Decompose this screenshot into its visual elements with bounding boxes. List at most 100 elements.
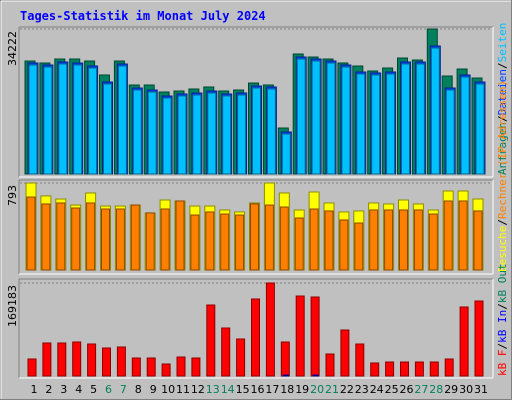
bar [430, 47, 440, 175]
legend-entry: Anfragen [496, 122, 509, 175]
bar [475, 83, 485, 175]
bar [191, 357, 201, 377]
legend-separator: / [496, 219, 509, 226]
x-tick-label: 19 [295, 383, 309, 396]
bar [266, 88, 276, 175]
bar [207, 92, 217, 175]
bar [28, 64, 38, 175]
bar [326, 62, 336, 175]
x-tick-label: 7 [120, 383, 127, 396]
x-tick-label: 4 [75, 383, 82, 396]
bar [131, 357, 141, 377]
bar [101, 208, 110, 271]
bar [190, 214, 200, 271]
bar [26, 196, 36, 271]
bar [413, 209, 423, 271]
bar [443, 200, 453, 271]
x-tick-label: 9 [150, 383, 157, 396]
bar [42, 342, 52, 377]
bar [429, 361, 439, 377]
bar [340, 329, 350, 377]
bar [399, 209, 408, 271]
legend: Anfragen/Dateien/Seiten [496, 23, 509, 175]
x-tick-label: 29 [444, 383, 458, 396]
x-tick-label: 11 [176, 383, 190, 396]
bar [341, 66, 351, 175]
x-tick-label: 23 [355, 383, 369, 396]
y-tick-label: 793 [6, 185, 19, 206]
x-tick-label: 28 [429, 383, 443, 396]
bar [384, 209, 394, 271]
x-tick-label: 22 [340, 383, 354, 396]
bar [27, 358, 37, 377]
bar [116, 346, 126, 377]
x-tick-label: 20 [310, 383, 324, 396]
bar [235, 214, 245, 271]
bar [444, 358, 454, 377]
bar [220, 213, 230, 271]
bar [414, 361, 424, 377]
bar [236, 338, 246, 377]
bar [222, 95, 232, 175]
bar [415, 63, 425, 175]
bar [459, 306, 469, 377]
y-tick-label: 34222 [6, 31, 19, 66]
x-tick-label: 26 [400, 383, 414, 396]
bar [324, 210, 334, 271]
bar [146, 357, 156, 377]
bar [325, 353, 335, 377]
legend-separator: / [496, 62, 509, 69]
legend: Besuche/Rechner (IP-Adressen) [496, 80, 509, 272]
bar [264, 204, 274, 271]
x-tick-label: 14 [221, 383, 235, 396]
bar [474, 300, 484, 377]
legend-separator: / [496, 115, 509, 122]
bar [445, 89, 455, 175]
x-tick-label: 13 [206, 383, 220, 396]
bar [354, 222, 364, 271]
bar [251, 298, 260, 377]
legend-entry: kB F [496, 350, 509, 377]
bar [147, 91, 157, 175]
x-tick-label: 3 [60, 383, 67, 396]
bar [356, 73, 366, 175]
bar [192, 94, 202, 175]
bar [130, 204, 140, 271]
bar [371, 74, 381, 175]
bar [175, 200, 185, 271]
bar [132, 89, 142, 175]
legend-entry: Besuche [496, 226, 509, 272]
bar [102, 347, 111, 377]
x-tick-label: 17 [265, 383, 279, 396]
bar [281, 133, 291, 175]
x-tick-label: 30 [459, 383, 473, 396]
bar [205, 211, 215, 271]
x-tick-label: 25 [385, 383, 399, 396]
legend-entry: kB In [496, 310, 509, 343]
x-tick-label: 8 [135, 383, 142, 396]
bar [265, 282, 275, 377]
bar [221, 327, 231, 377]
bar [176, 356, 186, 377]
bar [103, 83, 112, 175]
bar [370, 362, 380, 377]
bar [296, 58, 306, 175]
bar [401, 63, 410, 175]
bar [310, 296, 320, 377]
x-tick-label: 10 [161, 383, 175, 396]
x-tick-label: 18 [280, 383, 294, 396]
bar [279, 206, 289, 271]
bar [400, 361, 409, 377]
bar [428, 213, 438, 271]
bar [385, 361, 395, 377]
bar [386, 73, 396, 175]
bar [460, 76, 470, 175]
bar [339, 219, 349, 271]
x-tick-label: 16 [251, 383, 265, 396]
bar [252, 87, 261, 175]
bar [73, 64, 83, 175]
bar [311, 60, 321, 175]
bar [43, 66, 53, 175]
bar [177, 95, 187, 175]
bar [473, 210, 483, 271]
